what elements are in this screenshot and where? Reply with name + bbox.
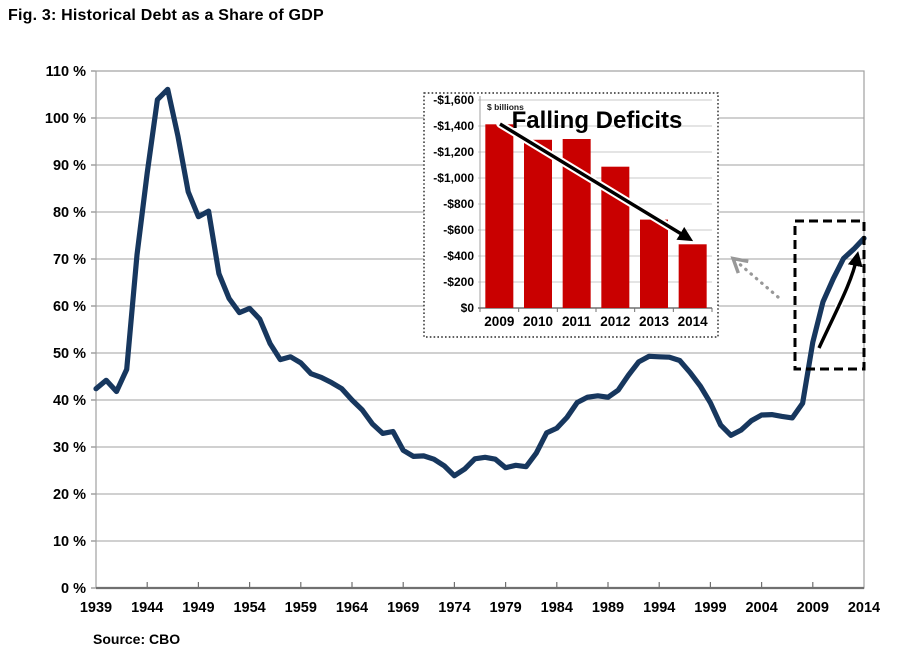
inset-y-tick-label: -$1,200 xyxy=(433,145,474,159)
x-tick-label: 1989 xyxy=(592,600,624,616)
highlight-dashed-box xyxy=(793,219,866,371)
y-tick-label: 110 % xyxy=(46,64,86,80)
inset-y-tick-label: $0 xyxy=(461,301,475,315)
x-tick-label: 1969 xyxy=(387,600,419,616)
x-tick-label: 2004 xyxy=(745,600,777,616)
inset-y-tick-label: -$200 xyxy=(443,275,474,289)
inset-y-tick-label: -$800 xyxy=(443,197,474,211)
x-tick-label: 1974 xyxy=(438,600,470,616)
y-tick-label: 20 % xyxy=(53,487,86,503)
x-tick-label: 1984 xyxy=(541,600,573,616)
inset-x-tick-label: 2012 xyxy=(600,314,630,329)
deficit-bar-2010 xyxy=(524,139,552,308)
main-plot: 110 % 100 % 90 % 80 % 70 % 60 % 50 % 40 % 30 % 20… xyxy=(45,64,880,616)
figure-title: Fig. 3: Historical Debt as a Share of GD… xyxy=(8,7,324,24)
inset-unit-label: $ billions xyxy=(487,102,524,112)
y-tick-label: 10 % xyxy=(53,534,86,550)
inset-x-tick-label: 2014 xyxy=(678,314,709,329)
y-tick-label: 30 % xyxy=(53,440,86,456)
inset-x-tick-label: 2013 xyxy=(639,314,670,329)
deficit-bar-2009 xyxy=(485,124,514,308)
source-label: Source: CBO xyxy=(93,631,181,647)
y-tick-label: 0 % xyxy=(61,581,86,597)
x-tick-label: 1979 xyxy=(489,600,521,616)
x-tick-label: 1944 xyxy=(131,600,163,616)
falling-arrow xyxy=(499,122,694,242)
inset-x-tick-label: 2010 xyxy=(523,314,553,329)
annotations xyxy=(730,219,866,371)
deficit-bar-2013 xyxy=(640,219,668,308)
x-tick-label: 2014 xyxy=(848,600,880,616)
deficit-bar-2014 xyxy=(678,244,707,308)
x-tick-label: 1964 xyxy=(336,600,368,616)
x-tick-label: 1959 xyxy=(285,600,317,616)
y-tick-label: 60 % xyxy=(53,299,86,315)
y-tick-label: 100 % xyxy=(45,111,86,127)
inset-y-tick-label: -$1,600 xyxy=(433,93,474,107)
inset-x-tick-label: 2009 xyxy=(484,314,514,329)
x-tick-label: 2009 xyxy=(797,600,829,616)
x-tick-label: 1949 xyxy=(182,600,214,616)
y-tick-label: 70 % xyxy=(53,252,86,268)
inset-y-tick-label: -$1,000 xyxy=(433,171,474,185)
y-tick-label: 90 % xyxy=(53,158,86,174)
debt-line xyxy=(93,86,867,479)
inset-x-tick-label: 2011 xyxy=(562,314,592,329)
inset-title: Falling Deficits xyxy=(512,107,683,134)
x-tick-label: 1939 xyxy=(80,600,112,616)
y-tick-label: 50 % xyxy=(53,346,86,362)
inset-pointer-arrow xyxy=(730,256,780,299)
x-tick-label: 1999 xyxy=(694,600,726,616)
x-tick-label: 1994 xyxy=(643,600,675,616)
inset-y-tick-label: -$600 xyxy=(443,223,474,237)
y-tick-label: 40 % xyxy=(53,393,86,409)
inset-y-tick-label: -$400 xyxy=(443,249,474,263)
y-tick-label: 80 % xyxy=(53,205,86,221)
rising-arrow xyxy=(817,251,863,349)
x-tick-label: 1954 xyxy=(233,600,265,616)
falling-deficits-inset: -$1,600 -$1,400 -$1,200 -$1,000 -$800 -$600 -$… xyxy=(423,92,719,338)
inset-y-tick-label: -$1,400 xyxy=(433,119,474,133)
